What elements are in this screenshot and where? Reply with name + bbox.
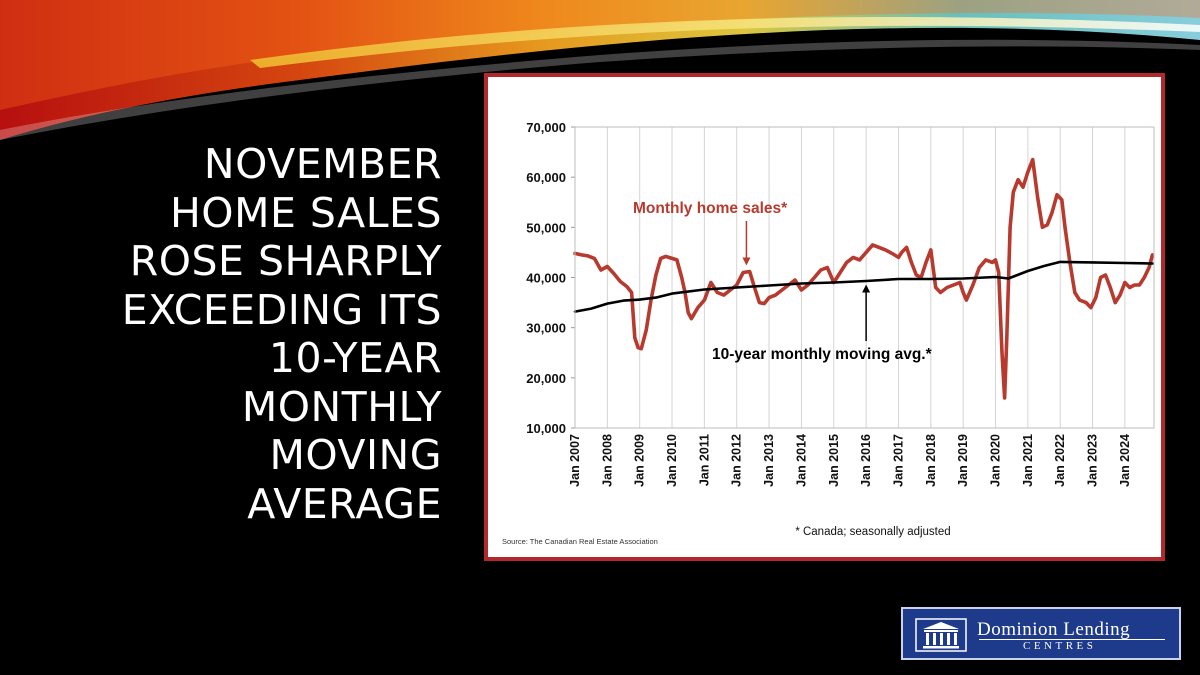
slide-title: NOVEMBER HOME SALES ROSE SHARPLY EXCEEDI… <box>22 140 442 528</box>
y-tick-label: 50,000 <box>526 220 566 235</box>
x-tick-label: Jan 2010 <box>665 434 679 487</box>
annotation-arrowhead <box>742 257 751 266</box>
annotation-moving-average: 10-year monthly moving avg.* <box>712 346 933 363</box>
x-tick-label: Jan 2007 <box>568 434 582 487</box>
x-tick-label: Jan 2022 <box>1053 434 1067 487</box>
title-line: ROSE SHARPLY <box>129 237 442 285</box>
title-line: EXCEEDING ITS <box>121 285 442 334</box>
title-line: MONTHLY <box>241 382 442 431</box>
x-tick-label: Jan 2009 <box>633 434 647 487</box>
title-line: NOVEMBER <box>203 140 442 188</box>
x-tick-label: Jan 2008 <box>600 434 614 487</box>
plot-border <box>574 126 1155 429</box>
y-tick-label: 40,000 <box>526 271 566 286</box>
logo-name: Dominion Lending <box>977 619 1131 640</box>
home-sales-chart: Jan 2007 Jan 2008 Jan 2009 Jan 2010 Jan 2011… <box>502 120 1155 546</box>
x-tick-label: Jan 2020 <box>989 434 1003 487</box>
y-tick-label: 60,000 <box>526 170 566 185</box>
y-tick-label: 10,000 <box>526 421 566 436</box>
chart-frame: Jan 2007 Jan 2008 Jan 2009 Jan 2010 Jan 2011… <box>484 73 1165 561</box>
x-tick-label: Jan 2024 <box>1118 434 1132 487</box>
x-tick-label: Jan 2014 <box>794 434 808 487</box>
x-tick-label: Jan 2023 <box>1086 434 1100 487</box>
x-tick-label: Jan 2021 <box>1021 434 1035 487</box>
x-tick-label: Jan 2016 <box>859 434 873 487</box>
chart-footnote: * Canada; seasonally adjusted <box>795 526 950 538</box>
title-line: MOVING <box>269 431 442 479</box>
x-tick-label: Jan 2015 <box>827 434 841 487</box>
logo-divider <box>979 639 1165 640</box>
title-line: AVERAGE <box>247 479 442 528</box>
y-tick-label: 30,000 <box>526 321 566 336</box>
x-tick-label: Jan 2012 <box>730 434 744 487</box>
annotation-monthly-sales: Monthly home sales* <box>633 200 788 217</box>
decorative-swoosh <box>0 0 1200 140</box>
building-columns-icon <box>915 618 967 652</box>
x-tick-label: Jan 2019 <box>956 434 970 487</box>
x-tick-label: Jan 2013 <box>762 434 776 487</box>
y-tick-label: 70,000 <box>526 120 566 135</box>
logo-subtitle: CENTRES <box>1023 640 1097 652</box>
moving-average-line <box>573 260 1154 313</box>
monthly-sales-line <box>573 157 1155 400</box>
annotation-arrowhead <box>862 284 871 293</box>
x-tick-label: Jan 2018 <box>924 434 938 487</box>
y-tick-label: 20,000 <box>526 371 566 386</box>
title-line: HOME SALES <box>169 188 442 237</box>
x-tick-label: Jan 2011 <box>697 434 711 486</box>
title-line: 10-YEAR <box>268 334 442 382</box>
dominion-lending-logo: Dominion Lending CENTRES <box>901 607 1181 660</box>
chart-source: Source: The Canadian Real Estate Associa… <box>502 537 658 546</box>
x-tick-label: Jan 2017 <box>891 434 905 487</box>
